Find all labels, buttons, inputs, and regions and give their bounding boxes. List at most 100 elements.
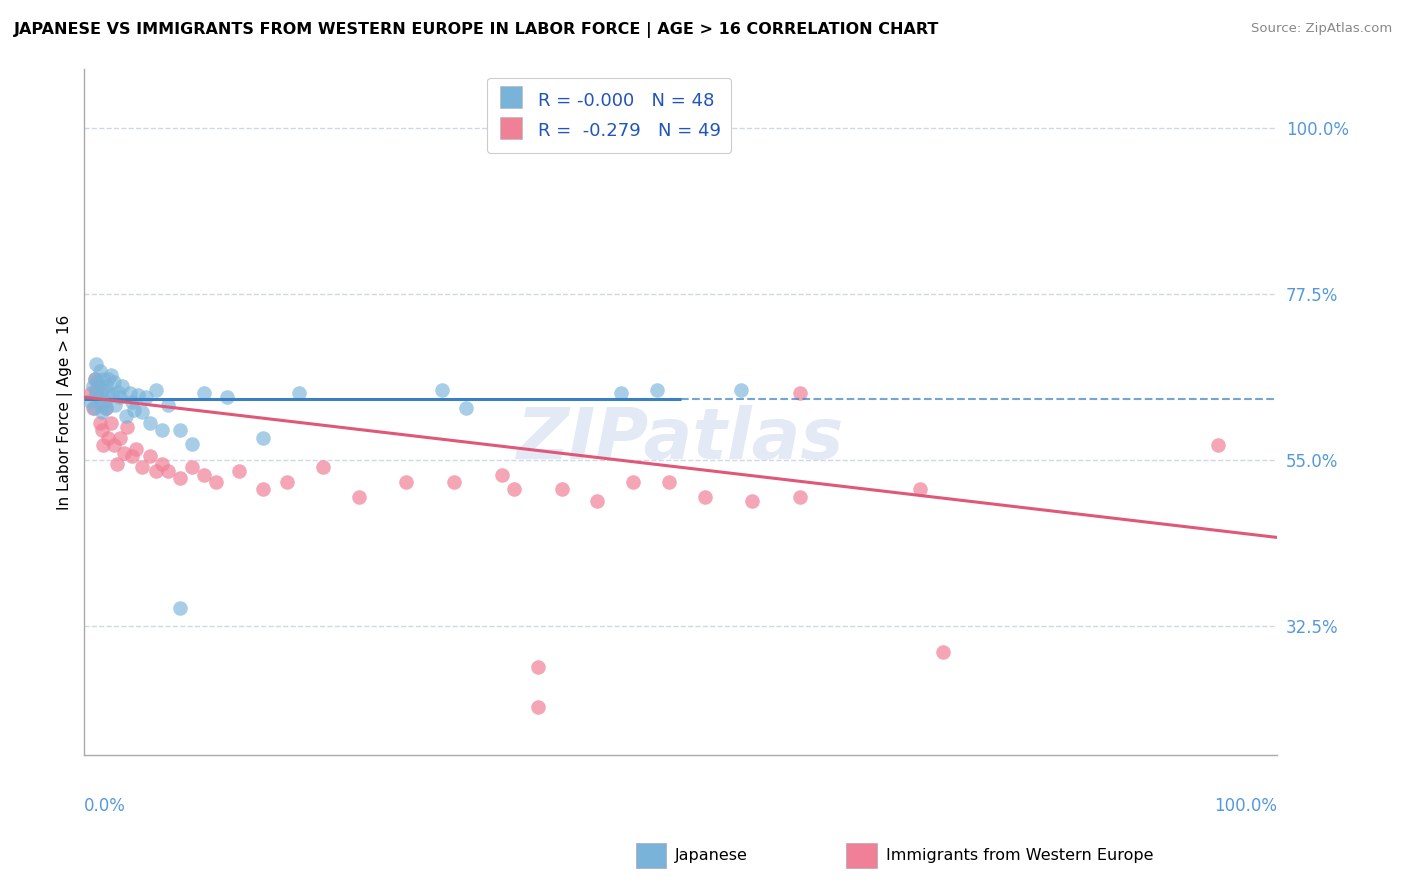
Point (456, 401, 478, 416)
Point (103, 438, 125, 452)
Point (145, 383, 167, 397)
Point (84, 372, 107, 386)
Point (121, 395, 143, 409)
Point (93, 372, 115, 386)
Point (100, 388, 122, 402)
Point (108, 390, 131, 404)
Point (621, 475, 644, 489)
Point (124, 442, 146, 456)
Point (100, 416, 122, 430)
Point (111, 379, 134, 393)
Point (145, 464, 167, 478)
Point (741, 493, 763, 508)
Text: Japanese: Japanese (675, 848, 748, 863)
Point (169, 600, 191, 615)
Point (100, 368, 122, 382)
Text: Immigrants from Western Europe: Immigrants from Western Europe (886, 848, 1153, 863)
Point (228, 464, 250, 478)
Point (180, 436, 202, 450)
Point (91, 424, 114, 438)
Point (432, 383, 454, 397)
Point (526, 700, 548, 714)
Point (108, 431, 131, 445)
Point (115, 409, 138, 423)
Point (730, 383, 752, 397)
Point (156, 398, 179, 412)
Point (217, 390, 239, 404)
Text: JAPANESE VS IMMIGRANTS FROM WESTERN EUROPE IN LABOR FORCE | AGE > 16 CORRELATION: JAPANESE VS IMMIGRANTS FROM WESTERN EURO… (14, 22, 939, 38)
Legend: R = -0.000   N = 48, R =  -0.279   N = 49: R = -0.000 N = 48, R = -0.279 N = 49 (486, 78, 731, 153)
Point (87, 390, 110, 404)
Point (103, 376, 125, 390)
Point (645, 383, 668, 397)
Point (91, 405, 114, 419)
Point (79, 393, 101, 408)
Point (89, 364, 111, 378)
Point (84, 383, 107, 397)
Point (91, 383, 114, 397)
Point (117, 419, 139, 434)
Point (443, 475, 465, 489)
Point (150, 424, 173, 438)
Point (131, 405, 153, 419)
Point (84, 372, 107, 386)
Point (124, 402, 146, 417)
Point (84, 386, 107, 401)
Point (135, 390, 157, 404)
Point (84, 357, 107, 371)
Point (252, 431, 274, 445)
Text: Source: ZipAtlas.com: Source: ZipAtlas.com (1251, 22, 1392, 36)
Point (82, 379, 104, 393)
Point (169, 424, 191, 438)
Point (204, 475, 226, 489)
Point (112, 445, 135, 459)
Point (105, 457, 128, 471)
Point (658, 475, 681, 489)
Point (252, 483, 274, 497)
Point (139, 449, 162, 463)
Point (97, 372, 120, 386)
Point (932, 645, 955, 659)
Point (347, 490, 370, 504)
Point (94, 401, 117, 416)
Point (104, 398, 127, 412)
Point (150, 457, 173, 471)
Point (550, 483, 572, 497)
Text: ZIPatlas: ZIPatlas (517, 405, 845, 474)
Point (693, 490, 716, 504)
Point (80, 386, 103, 401)
Point (94, 401, 117, 416)
Point (610, 386, 633, 401)
Point (131, 460, 153, 475)
Point (107, 384, 129, 399)
Point (1206, 438, 1229, 452)
Point (908, 483, 931, 497)
Point (139, 416, 162, 430)
Point (789, 386, 811, 401)
Point (93, 393, 115, 408)
Text: 0.0%: 0.0% (84, 797, 127, 814)
Point (86, 376, 108, 390)
Point (90, 398, 112, 412)
Point (193, 467, 215, 482)
Point (312, 460, 335, 475)
Point (127, 388, 149, 402)
Point (89, 416, 111, 430)
Point (93, 438, 115, 452)
Point (169, 471, 191, 485)
Y-axis label: In Labor Force | Age > 16: In Labor Force | Age > 16 (58, 314, 73, 509)
Point (121, 449, 143, 463)
Text: 100.0%: 100.0% (1215, 797, 1278, 814)
Point (526, 659, 548, 673)
Point (193, 386, 215, 401)
Point (180, 460, 202, 475)
Point (395, 475, 418, 489)
Point (491, 467, 513, 482)
Point (276, 475, 298, 489)
Point (156, 464, 179, 478)
Point (97, 431, 120, 445)
Point (502, 483, 524, 497)
Point (82, 401, 104, 416)
Point (288, 386, 311, 401)
Point (83, 401, 105, 416)
